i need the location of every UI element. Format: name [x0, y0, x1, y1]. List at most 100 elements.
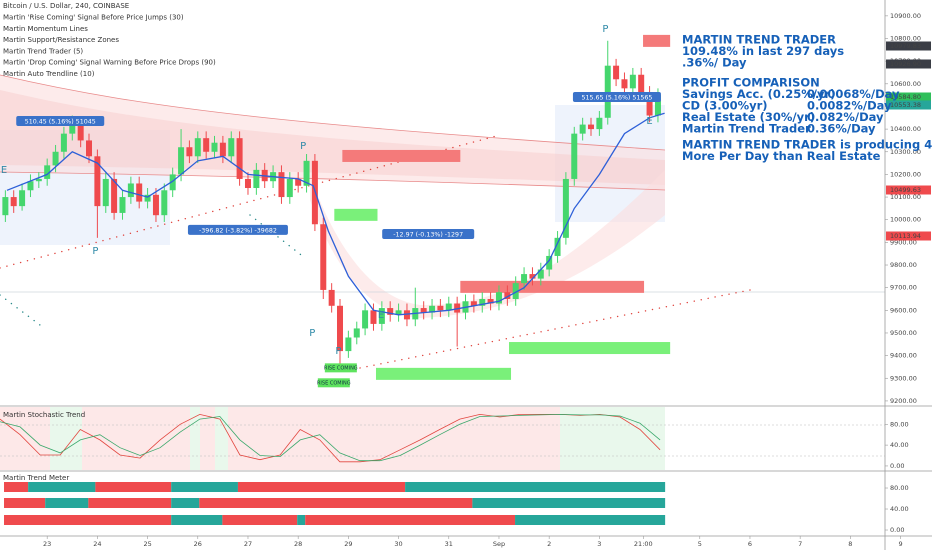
candle-body	[136, 183, 143, 202]
candle-body	[370, 310, 377, 324]
candle-body	[587, 124, 594, 130]
x-tick-label: 30	[394, 540, 402, 548]
candle-body	[144, 194, 151, 202]
candle-body	[44, 165, 51, 179]
candle-body	[353, 328, 360, 338]
candle-body	[236, 138, 243, 179]
y-tick-label: 40.00	[890, 505, 909, 513]
candle-body	[152, 194, 159, 216]
candle-body	[529, 274, 536, 279]
candle-body	[621, 79, 628, 89]
candle-body	[521, 274, 528, 284]
candle-body	[654, 95, 661, 116]
axis-value-label: 10499.63	[890, 186, 921, 194]
candle-body	[278, 172, 285, 198]
candle-body	[454, 303, 461, 313]
candle-body	[2, 197, 9, 216]
x-tick-label: 23	[43, 540, 51, 548]
indicator-name: Martin 'Drop Coming' Signal Warning Befo…	[3, 59, 216, 67]
candle-body	[562, 178, 569, 238]
comparison-cell: Real Estate (30%/yr)	[682, 110, 815, 124]
candle-body	[328, 289, 335, 306]
comparison-cell: 0.36%/Day	[807, 122, 876, 136]
candle-body	[69, 124, 76, 134]
x-tick-label: 26	[194, 540, 202, 548]
trend-segment	[405, 482, 666, 492]
candle-body	[253, 169, 260, 189]
axis-value-box	[886, 185, 931, 195]
y-tick-label: 0.00	[890, 526, 904, 534]
x-tick-label: 31	[445, 540, 453, 548]
measure-label: 515.65 (5.16%) 51565	[581, 94, 652, 101]
x-tick-label: 7	[798, 540, 802, 548]
indicator-name: Martin 'Rise Coming' Signal Before Price…	[3, 14, 184, 22]
y-tick-label: 0.00	[890, 462, 904, 470]
x-tick-label: 6	[748, 540, 752, 548]
rise-signal-label: RISE COMING	[317, 381, 351, 387]
momentum-line	[0, 74, 666, 151]
trend-segment	[28, 482, 96, 492]
pane-title: Martin Stochastic Trend	[3, 411, 85, 419]
stoch-background	[560, 407, 665, 470]
candle-body	[303, 160, 310, 186]
x-tick-label: 25	[143, 540, 151, 548]
candle-body	[119, 197, 126, 213]
note-title: MARTIN TREND TRADER	[682, 33, 836, 47]
measure-label-box	[572, 91, 661, 102]
note-line: .36%/ Day	[682, 56, 747, 70]
trend-segment	[199, 498, 473, 508]
measure-label-box	[16, 115, 105, 126]
auto-trendline	[0, 294, 41, 326]
momentum-band	[310, 170, 665, 318]
axis-value-box	[886, 100, 931, 110]
candle-body	[102, 178, 109, 207]
pane-title: Martin Trend Meter	[3, 474, 69, 482]
candle-body	[219, 142, 226, 157]
note-subtitle: PROFIT COMPARISON	[682, 76, 820, 90]
candle-body	[345, 337, 352, 352]
comparison-cell: 0.0082%/Day	[807, 99, 892, 113]
trend-segment	[472, 498, 666, 508]
note-conclusion: More Per Day than Real Estate	[682, 149, 881, 163]
zone	[375, 367, 512, 380]
signal-marker: P	[335, 346, 341, 357]
candle-body	[127, 183, 134, 198]
candle-body	[437, 305, 444, 311]
x-tick-label: 29	[344, 540, 352, 548]
candle-body	[629, 74, 636, 89]
x-tick-label: 3	[597, 540, 601, 548]
y-tick-label: 40.00	[890, 441, 909, 449]
candle-body	[194, 138, 201, 157]
chart-title: Bitcoin / U.S. Dollar, 240, COINBASE	[3, 2, 129, 10]
x-tick-label: 21:00	[634, 540, 653, 548]
y-tick-label: 10800.00	[890, 35, 921, 43]
stoch-background	[190, 407, 200, 470]
comparison-cell: 0.082%/Day	[807, 110, 884, 124]
y-tick-label: 9700.00	[890, 284, 917, 292]
candle-body	[169, 174, 176, 191]
candle-body	[387, 308, 394, 315]
comparison-cell: Martin Trend Trader	[682, 122, 811, 136]
trend-segment	[4, 482, 29, 492]
trend-segment	[297, 515, 306, 525]
y-tick-label: 10900.00	[890, 12, 921, 20]
trend-segment	[222, 515, 298, 525]
candle-body	[77, 124, 84, 141]
price-pane: 510.45 (5.16%) 51045 -396.82 (-3.82%) -39…	[0, 24, 671, 525]
rise-signal-box	[324, 363, 357, 373]
measure-label: -12.97 (-0.13%) -1297	[393, 231, 463, 238]
x-tick-label: 24	[93, 540, 101, 548]
measure-label: 510.45 (5.16%) 51045	[25, 118, 96, 125]
y-tick-label: 9400.00	[890, 352, 917, 360]
candle-body	[244, 178, 251, 189]
x-tick-label: 8	[848, 540, 852, 548]
auto-trendline	[249, 214, 306, 259]
comparison-cell: Savings Acc. (0.25%/yr)	[682, 87, 835, 101]
candle-body	[554, 237, 561, 256]
zone	[460, 280, 645, 293]
axis-value-label: 10553.38	[890, 101, 921, 109]
candle-body	[27, 181, 34, 191]
stoch-background	[665, 407, 885, 470]
candle-body	[546, 255, 553, 270]
